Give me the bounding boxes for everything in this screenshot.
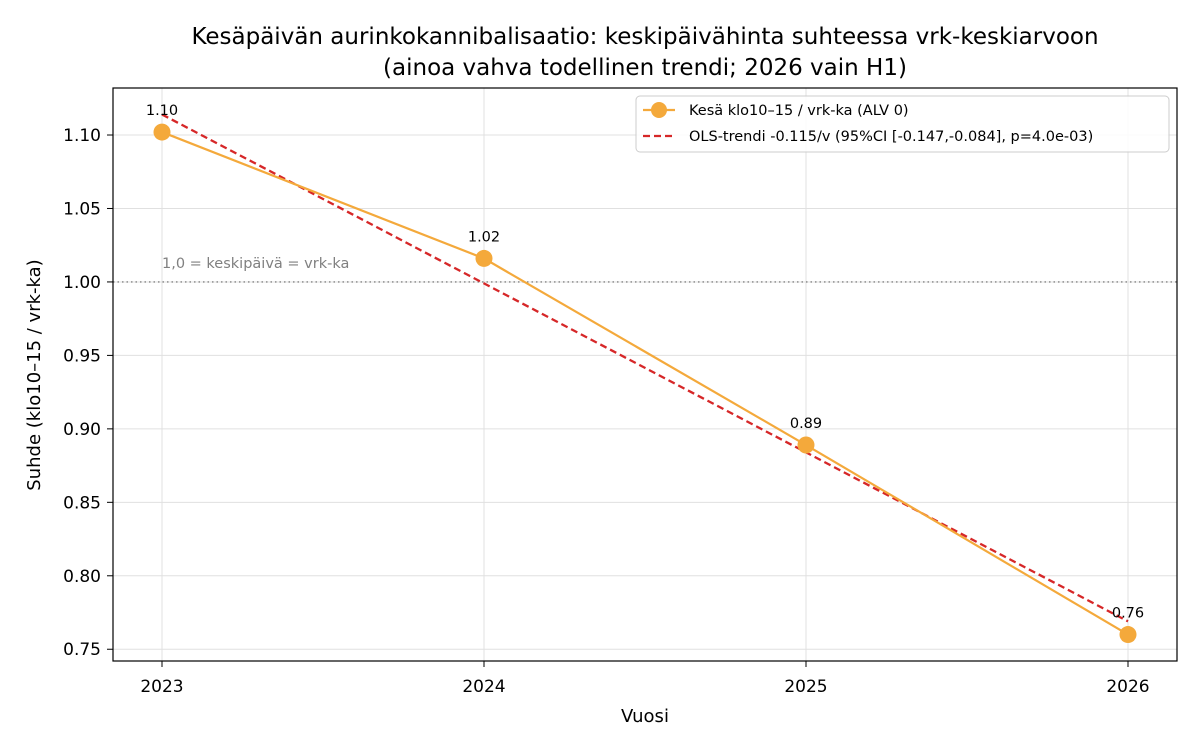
data-label: 0.76 <box>1112 606 1144 622</box>
y-tick-label: 0.90 <box>63 420 101 440</box>
y-tick-label: 0.85 <box>63 493 101 513</box>
y-axis-label: Suhde (klo10–15 / vrk-ka) <box>24 259 45 490</box>
x-tick-label: 2025 <box>784 677 827 697</box>
legend: Kesä klo10–15 / vrk-ka (ALV 0) OLS-trend… <box>635 95 1170 153</box>
data-label: 1.10 <box>146 103 178 119</box>
series-point <box>797 436 815 454</box>
y-axis-ticks: 0.75 0.80 0.85 0.90 0.95 1.00 1.05 1.10 <box>63 126 113 660</box>
x-axis-ticks: 2023 2024 2025 2026 <box>140 661 1150 697</box>
x-tick-label: 2026 <box>1106 677 1149 697</box>
y-tick-label: 1.10 <box>63 126 101 146</box>
chart-subtitle: (ainoa vahva todellinen trendi; 2026 vai… <box>383 55 907 81</box>
data-label: 1.02 <box>468 229 500 245</box>
legend-series-label: Kesä klo10–15 / vrk-ka (ALV 0) <box>689 103 909 119</box>
series-line <box>161 131 1129 636</box>
y-tick-label: 0.75 <box>63 640 101 660</box>
y-tick-label: 1.05 <box>63 199 101 219</box>
y-tick-label: 0.95 <box>63 346 101 366</box>
series-line-group <box>153 123 1137 644</box>
trend-line <box>161 113 1129 623</box>
x-tick-label: 2024 <box>462 677 505 697</box>
y-tick-label: 1.00 <box>63 273 101 293</box>
y-tick-label: 0.80 <box>63 567 101 587</box>
series-point <box>153 123 171 141</box>
series-point <box>1119 626 1137 644</box>
legend-series-marker <box>651 102 667 118</box>
legend-box <box>635 95 1170 153</box>
x-axis-label: Vuosi <box>621 706 669 727</box>
reference-line-label: 1,0 = keskipäivä = vrk-ka <box>162 256 349 272</box>
trend-line-group <box>161 113 1129 623</box>
reference-line-group: 1,0 = keskipäivä = vrk-ka <box>113 256 1177 283</box>
plot-area-frame <box>112 87 1178 662</box>
data-label: 0.89 <box>790 416 822 432</box>
series-point <box>475 249 493 267</box>
legend-trend-label: OLS-trendi -0.115/v (95%CI [-0.147,-0.08… <box>689 129 1093 145</box>
chart-title: Kesäpäivän aurinkokannibalisaatio: keski… <box>191 24 1098 50</box>
grid-lines <box>113 88 1177 661</box>
x-tick-label: 2023 <box>140 677 183 697</box>
data-labels: 1.10 1.02 0.89 0.76 <box>146 103 1144 621</box>
